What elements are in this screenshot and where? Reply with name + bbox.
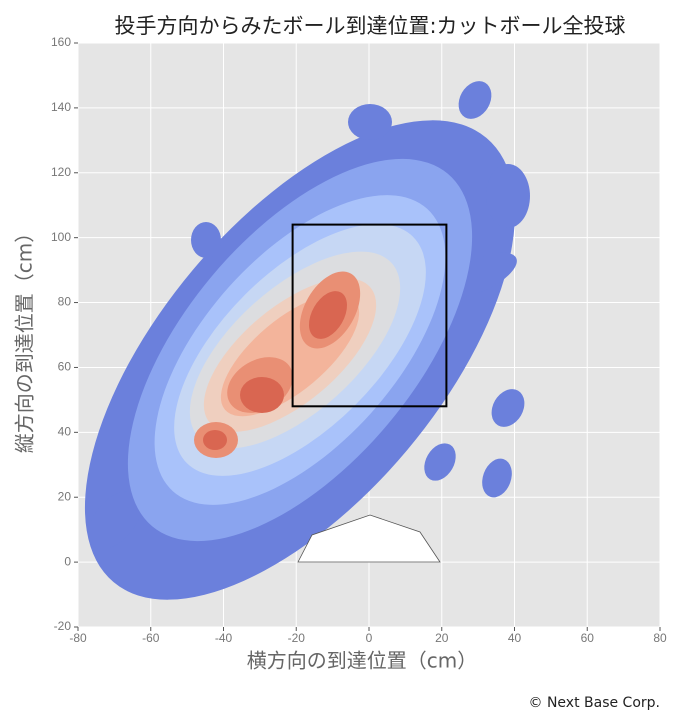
y-tick-label: -20 [54, 619, 72, 633]
x-tick-label: -60 [142, 631, 160, 645]
x-tick-label: -20 [288, 631, 306, 645]
density-contours [84, 81, 530, 600]
y-tick-label: 120 [51, 165, 71, 179]
strike-zone [291, 223, 448, 408]
y-tick-label: 0 [64, 554, 71, 568]
credit: © Next Base Corp. [529, 695, 661, 711]
home-plate [297, 514, 441, 563]
y-axis-label: 縦方向の到達位置（cm） [13, 223, 37, 453]
x-tick-label: 20 [435, 631, 449, 645]
y-tick-label: 80 [58, 295, 72, 309]
x-tick-label: -80 [69, 631, 87, 645]
y-tick-label: 100 [51, 230, 71, 244]
x-tick-label: 0 [366, 631, 373, 645]
y-tick-label: 60 [58, 360, 72, 374]
x-tick-label: 40 [508, 631, 522, 645]
y-tick-label: 20 [58, 489, 72, 503]
y-tick-label: 40 [58, 425, 72, 439]
x-tick-label: -40 [215, 631, 233, 645]
y-tick-label: 160 [51, 35, 71, 49]
y-tick-label: 140 [51, 100, 71, 114]
chart-title: 投手方向からみたボール到達位置:カットボール全投球 [114, 14, 625, 38]
x-tick-label: 60 [581, 631, 595, 645]
x-tick-label: 80 [653, 631, 667, 645]
x-axis-label: 横方向の到達位置（cm） [247, 649, 477, 673]
